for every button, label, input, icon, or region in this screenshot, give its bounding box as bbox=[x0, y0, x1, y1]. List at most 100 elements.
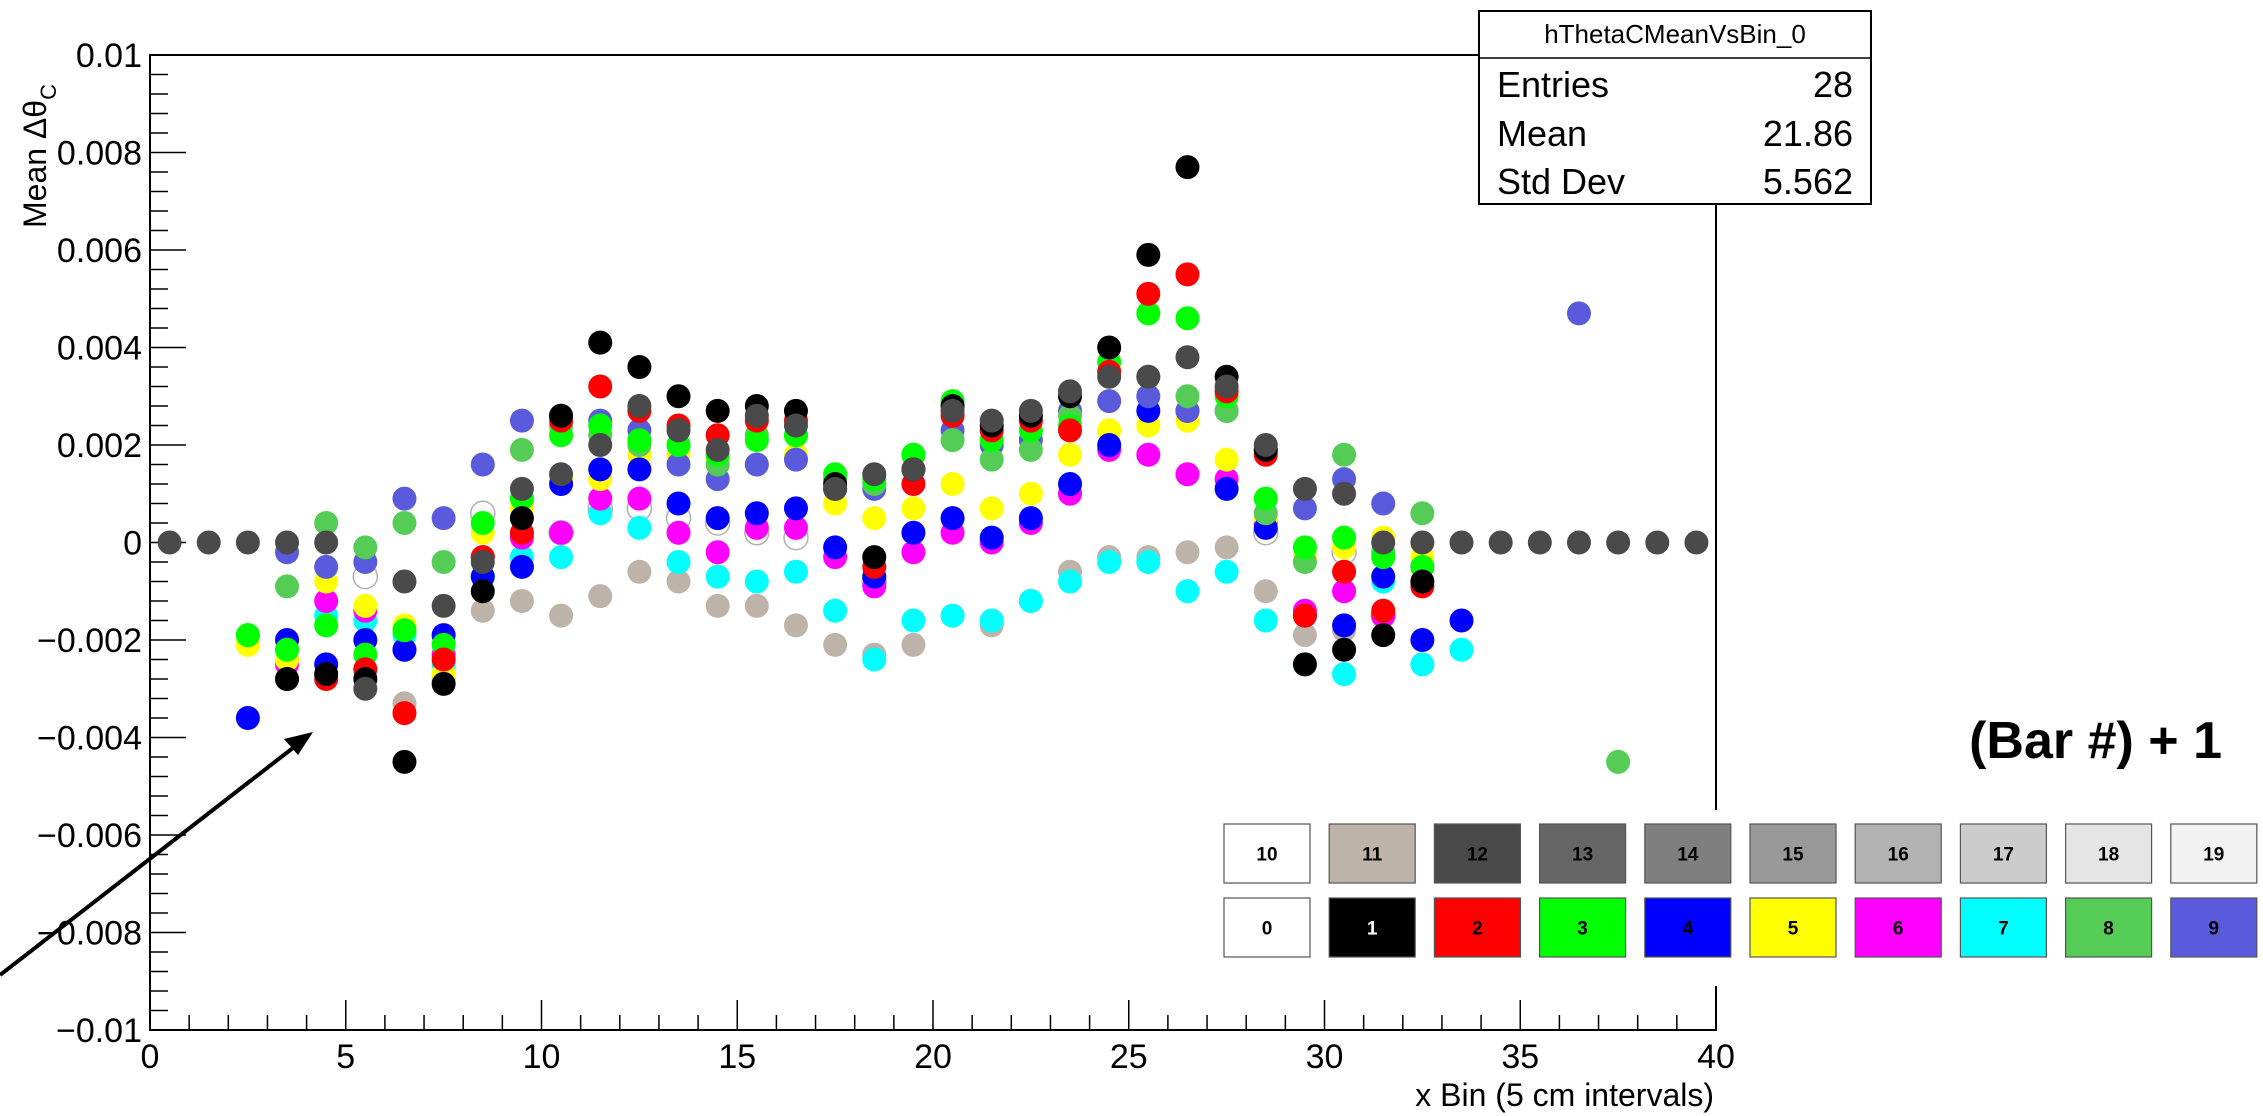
data-point bbox=[940, 506, 965, 531]
legend-swatch bbox=[1223, 897, 1311, 958]
data-point bbox=[1332, 442, 1357, 467]
data-point bbox=[705, 540, 730, 565]
data-point bbox=[1410, 652, 1435, 677]
data-point bbox=[1214, 447, 1239, 472]
annotation-arrow bbox=[0, 732, 313, 977]
data-point bbox=[1097, 389, 1122, 414]
y-tick-label: 0.008 bbox=[57, 135, 142, 173]
data-point bbox=[392, 637, 417, 662]
data-point bbox=[1332, 662, 1357, 687]
bar-number-annotation: (Bar #) + 1 bbox=[1969, 712, 2222, 770]
x-tick-label: 20 bbox=[914, 1038, 952, 1076]
data-point bbox=[470, 452, 495, 477]
data-point bbox=[705, 398, 730, 423]
legend-item-12: 12 bbox=[1433, 823, 1522, 884]
legend-label: 3 bbox=[1577, 919, 1588, 940]
data-point bbox=[235, 530, 260, 555]
data-point bbox=[1410, 569, 1435, 594]
data-point bbox=[627, 457, 652, 482]
data-point bbox=[1175, 540, 1200, 565]
x-tick-label: 35 bbox=[1501, 1038, 1539, 1076]
data-point bbox=[627, 559, 652, 584]
legend-label: 11 bbox=[1362, 845, 1383, 866]
data-point bbox=[588, 486, 613, 511]
legend-label: 2 bbox=[1472, 919, 1483, 940]
series-12 bbox=[157, 345, 1709, 701]
data-points bbox=[157, 155, 1709, 774]
legend-swatch bbox=[1854, 823, 1942, 884]
legend-label: 5 bbox=[1788, 919, 1799, 940]
data-point bbox=[1410, 530, 1435, 555]
x-tick-label: 40 bbox=[1697, 1038, 1735, 1076]
data-point bbox=[588, 584, 613, 609]
data-point bbox=[1449, 608, 1474, 633]
data-point bbox=[1136, 550, 1161, 574]
data-point bbox=[1097, 335, 1122, 360]
data-point bbox=[1292, 496, 1317, 521]
y-axis-title-subscript: C bbox=[36, 84, 61, 100]
legend-swatch bbox=[1433, 897, 1522, 958]
legend-label: 7 bbox=[1998, 919, 2009, 940]
stats-entries-value: 28 bbox=[1813, 64, 1853, 105]
data-point bbox=[1292, 535, 1317, 560]
data-point bbox=[627, 428, 652, 453]
data-point bbox=[1292, 476, 1317, 501]
data-point bbox=[901, 520, 926, 545]
data-point bbox=[940, 398, 965, 423]
data-point bbox=[1566, 530, 1591, 555]
legend-item-14: 14 bbox=[1644, 823, 1732, 884]
data-point bbox=[470, 579, 495, 604]
data-point bbox=[1371, 491, 1396, 516]
axis-ticks bbox=[149, 54, 1717, 1031]
svg-text:Mean ΔθC: Mean ΔθC bbox=[17, 84, 61, 228]
data-point bbox=[1175, 155, 1200, 180]
data-point bbox=[666, 550, 691, 574]
data-point bbox=[979, 447, 1004, 472]
data-point bbox=[1018, 398, 1043, 423]
data-point bbox=[901, 632, 926, 657]
x-tick-label: 5 bbox=[336, 1038, 355, 1076]
data-point bbox=[1136, 301, 1161, 326]
data-point bbox=[549, 545, 574, 570]
data-point bbox=[901, 540, 926, 565]
legend-label: 12 bbox=[1467, 845, 1488, 866]
legend-swatch bbox=[1959, 823, 2048, 884]
data-point bbox=[549, 520, 574, 545]
data-point bbox=[1136, 384, 1161, 409]
legend-item-2: 2 bbox=[1433, 897, 1522, 958]
data-point bbox=[588, 433, 613, 457]
data-point bbox=[509, 437, 534, 462]
data-point bbox=[1371, 623, 1396, 648]
data-point bbox=[1214, 476, 1239, 501]
y-tick-label: 0.006 bbox=[57, 232, 142, 270]
data-point bbox=[588, 330, 613, 355]
y-tick-label: 0.002 bbox=[57, 427, 142, 465]
data-point bbox=[862, 545, 887, 570]
legend-item-18: 18 bbox=[2065, 823, 2153, 884]
legend-item-9: 9 bbox=[2170, 897, 2258, 958]
legend-item-3: 3 bbox=[1538, 897, 1627, 958]
legend-label: 15 bbox=[1782, 845, 1804, 866]
legend-item-7: 7 bbox=[1959, 897, 2048, 958]
data-point bbox=[1097, 550, 1122, 574]
y-tick-label: −0.01 bbox=[56, 1012, 142, 1050]
data-point bbox=[353, 593, 378, 618]
data-point bbox=[1488, 530, 1513, 555]
data-point bbox=[1371, 564, 1396, 589]
data-point bbox=[1214, 559, 1239, 584]
data-point bbox=[1606, 749, 1631, 774]
data-point bbox=[940, 472, 965, 496]
data-point bbox=[823, 598, 848, 623]
legend-swatch bbox=[1433, 823, 1522, 884]
data-point bbox=[275, 530, 300, 555]
data-point bbox=[1136, 242, 1161, 267]
data-point bbox=[823, 632, 848, 657]
data-point bbox=[940, 428, 965, 453]
data-point bbox=[509, 554, 534, 579]
data-point bbox=[705, 437, 730, 462]
data-point bbox=[1058, 472, 1083, 496]
legend-label: 4 bbox=[1683, 919, 1694, 940]
data-point bbox=[1175, 345, 1200, 370]
data-point bbox=[1136, 281, 1161, 306]
stats-box: hThetaCMeanVsBin_0 Entries 28 Mean 21.86… bbox=[1478, 10, 1872, 205]
